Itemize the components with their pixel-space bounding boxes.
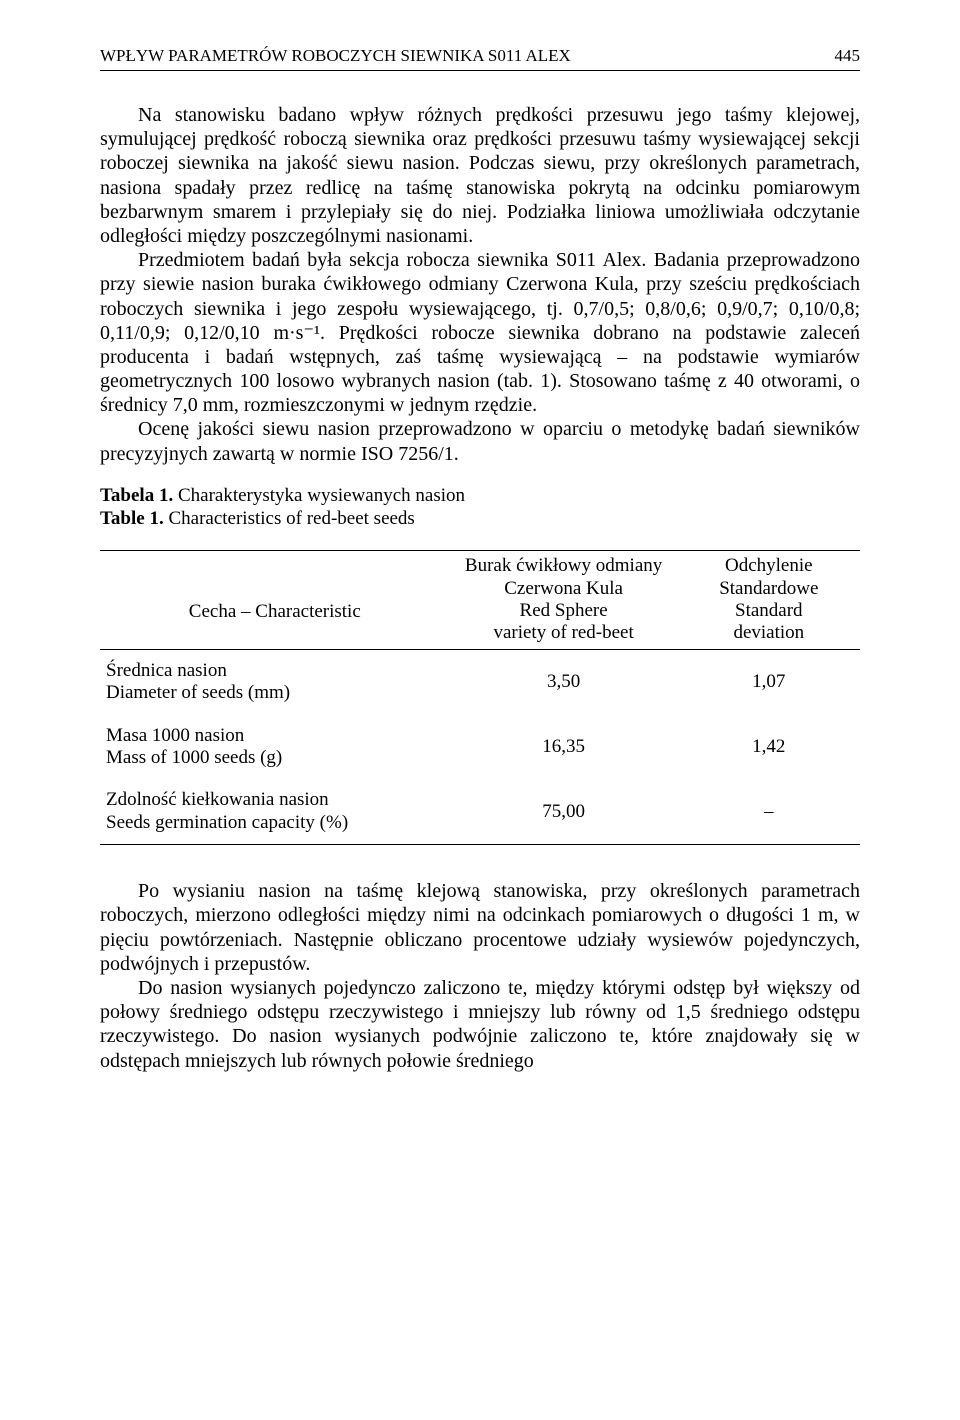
row-label: Masa 1000 nasionMass of 1000 seeds (g) (100, 715, 450, 780)
running-head: WPŁYW PARAMETRÓW ROBOCZYCH SIEWNIKA S011… (100, 46, 860, 71)
paragraph-3: Ocenę jakości siewu nasion przeprowadzon… (100, 417, 860, 465)
row-value-2: 1,07 (678, 649, 860, 714)
row-value-1: 16,35 (450, 715, 678, 780)
paragraph-2: Przedmiotem badań była sekcja robocza si… (100, 248, 860, 417)
running-title: WPŁYW PARAMETRÓW ROBOCZYCH SIEWNIKA S011… (100, 46, 571, 66)
caption-pl-label: Tabela 1. (100, 485, 173, 506)
row-label: Zdolność kiełkowania nasionSeeds germina… (100, 779, 450, 844)
row-value-2: – (678, 779, 860, 844)
row-value-1: 75,00 (450, 779, 678, 844)
page: WPŁYW PARAMETRÓW ROBOCZYCH SIEWNIKA S011… (0, 0, 960, 1420)
paragraph-4: Po wysianiu nasion na taśmę klejową stan… (100, 879, 860, 976)
table-head-variety: Burak ćwikłowy odmianyCzerwona KulaRed S… (450, 551, 678, 650)
table-head-cecha: Cecha – Characteristic (100, 551, 450, 650)
body-text-block-2: Po wysianiu nasion na taśmę klejową stan… (100, 879, 860, 1073)
page-number: 445 (835, 46, 861, 66)
row-value-2: 1,42 (678, 715, 860, 780)
table-head-deviation: OdchylenieStandardoweStandarddeviation (678, 551, 860, 650)
body-text-block: Na stanowisku badano wpływ różnych prędk… (100, 103, 860, 466)
caption-en-text: Characteristics of red-beet seeds (164, 508, 415, 529)
table-head-row: Cecha – Characteristic Burak ćwikłowy od… (100, 551, 860, 650)
caption-en-label: Table 1. (100, 508, 164, 529)
table-caption: Tabela 1. Charakterystyka wysiewanych na… (100, 484, 860, 530)
row-label: Średnica nasionDiameter of seeds (mm) (100, 649, 450, 714)
table-row: Masa 1000 nasionMass of 1000 seeds (g) 1… (100, 715, 860, 780)
table-row: Zdolność kiełkowania nasionSeeds germina… (100, 779, 860, 844)
caption-pl-text: Charakterystyka wysiewanych nasion (173, 485, 465, 506)
paragraph-5: Do nasion wysianych pojedynczo zaliczono… (100, 976, 860, 1073)
seed-characteristics-table: Cecha – Characteristic Burak ćwikłowy od… (100, 550, 860, 845)
table-row: Średnica nasionDiameter of seeds (mm) 3,… (100, 649, 860, 714)
paragraph-1: Na stanowisku badano wpływ różnych prędk… (100, 103, 860, 248)
row-value-1: 3,50 (450, 649, 678, 714)
